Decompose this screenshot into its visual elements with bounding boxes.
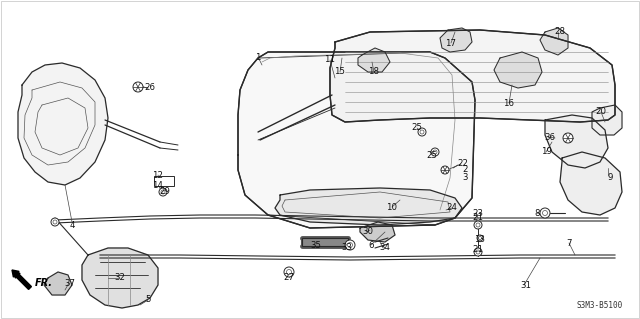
Polygon shape <box>545 115 608 168</box>
Text: 20: 20 <box>595 108 607 116</box>
Text: 9: 9 <box>607 174 612 182</box>
Circle shape <box>543 211 547 216</box>
FancyBboxPatch shape <box>302 238 348 246</box>
Text: 28: 28 <box>554 27 566 36</box>
Text: 1: 1 <box>255 53 260 62</box>
Polygon shape <box>494 52 542 88</box>
Text: 33: 33 <box>342 243 353 253</box>
FancyBboxPatch shape <box>154 176 174 186</box>
Text: 25: 25 <box>426 151 438 160</box>
Circle shape <box>159 188 167 196</box>
Text: 21: 21 <box>472 213 483 222</box>
Text: 21: 21 <box>472 246 483 255</box>
Text: 29: 29 <box>159 188 170 197</box>
Text: 37: 37 <box>65 278 76 287</box>
Circle shape <box>418 128 426 136</box>
Text: 14: 14 <box>152 181 163 189</box>
Text: 19: 19 <box>541 147 552 157</box>
Text: 16: 16 <box>504 99 515 108</box>
Text: 5: 5 <box>145 295 151 305</box>
Circle shape <box>476 223 480 227</box>
Text: 17: 17 <box>445 39 456 48</box>
Polygon shape <box>540 28 568 55</box>
Polygon shape <box>44 272 72 295</box>
Text: 34: 34 <box>380 243 390 253</box>
Text: 10: 10 <box>387 203 397 211</box>
Text: 4: 4 <box>69 220 75 229</box>
Text: 24: 24 <box>447 204 458 212</box>
Text: 30: 30 <box>362 227 374 236</box>
Circle shape <box>53 220 57 224</box>
Text: 12: 12 <box>152 170 163 180</box>
Circle shape <box>133 82 143 92</box>
Text: 22: 22 <box>458 160 468 168</box>
Text: 3: 3 <box>462 174 468 182</box>
Circle shape <box>476 250 480 254</box>
Circle shape <box>474 221 482 229</box>
Circle shape <box>51 218 59 226</box>
Text: 18: 18 <box>369 68 380 77</box>
Polygon shape <box>560 152 622 215</box>
Text: 26: 26 <box>145 84 156 93</box>
Text: S3M3-B5100: S3M3-B5100 <box>577 300 623 309</box>
Text: 31: 31 <box>520 280 531 290</box>
Text: 36: 36 <box>545 132 556 142</box>
Circle shape <box>477 235 483 241</box>
Polygon shape <box>330 30 615 122</box>
Circle shape <box>431 148 439 156</box>
Polygon shape <box>82 248 158 308</box>
Circle shape <box>284 267 294 277</box>
Circle shape <box>474 248 482 256</box>
Circle shape <box>441 166 449 174</box>
Text: 23: 23 <box>472 209 483 218</box>
Text: 27: 27 <box>284 272 294 281</box>
Circle shape <box>540 208 550 218</box>
Circle shape <box>345 240 355 250</box>
Text: 7: 7 <box>566 239 572 248</box>
Text: 15: 15 <box>335 68 346 77</box>
Polygon shape <box>592 105 622 135</box>
Circle shape <box>420 130 424 134</box>
Text: 35: 35 <box>310 241 321 249</box>
Text: 11: 11 <box>324 56 335 64</box>
Circle shape <box>479 236 481 240</box>
Circle shape <box>348 242 353 248</box>
Text: 32: 32 <box>115 273 125 283</box>
Circle shape <box>161 190 165 194</box>
Text: FR.: FR. <box>35 278 53 288</box>
Polygon shape <box>358 48 390 72</box>
Polygon shape <box>360 222 395 242</box>
Circle shape <box>563 133 573 143</box>
Circle shape <box>433 150 437 154</box>
FancyArrow shape <box>12 270 31 289</box>
Text: 2: 2 <box>462 166 468 174</box>
Polygon shape <box>238 52 475 228</box>
Circle shape <box>287 270 291 275</box>
Text: 13: 13 <box>474 235 486 244</box>
Polygon shape <box>275 188 462 225</box>
Text: 25: 25 <box>412 123 422 132</box>
Polygon shape <box>440 28 472 52</box>
Text: 8: 8 <box>534 209 540 218</box>
Polygon shape <box>18 63 108 185</box>
Text: 6: 6 <box>368 241 374 249</box>
